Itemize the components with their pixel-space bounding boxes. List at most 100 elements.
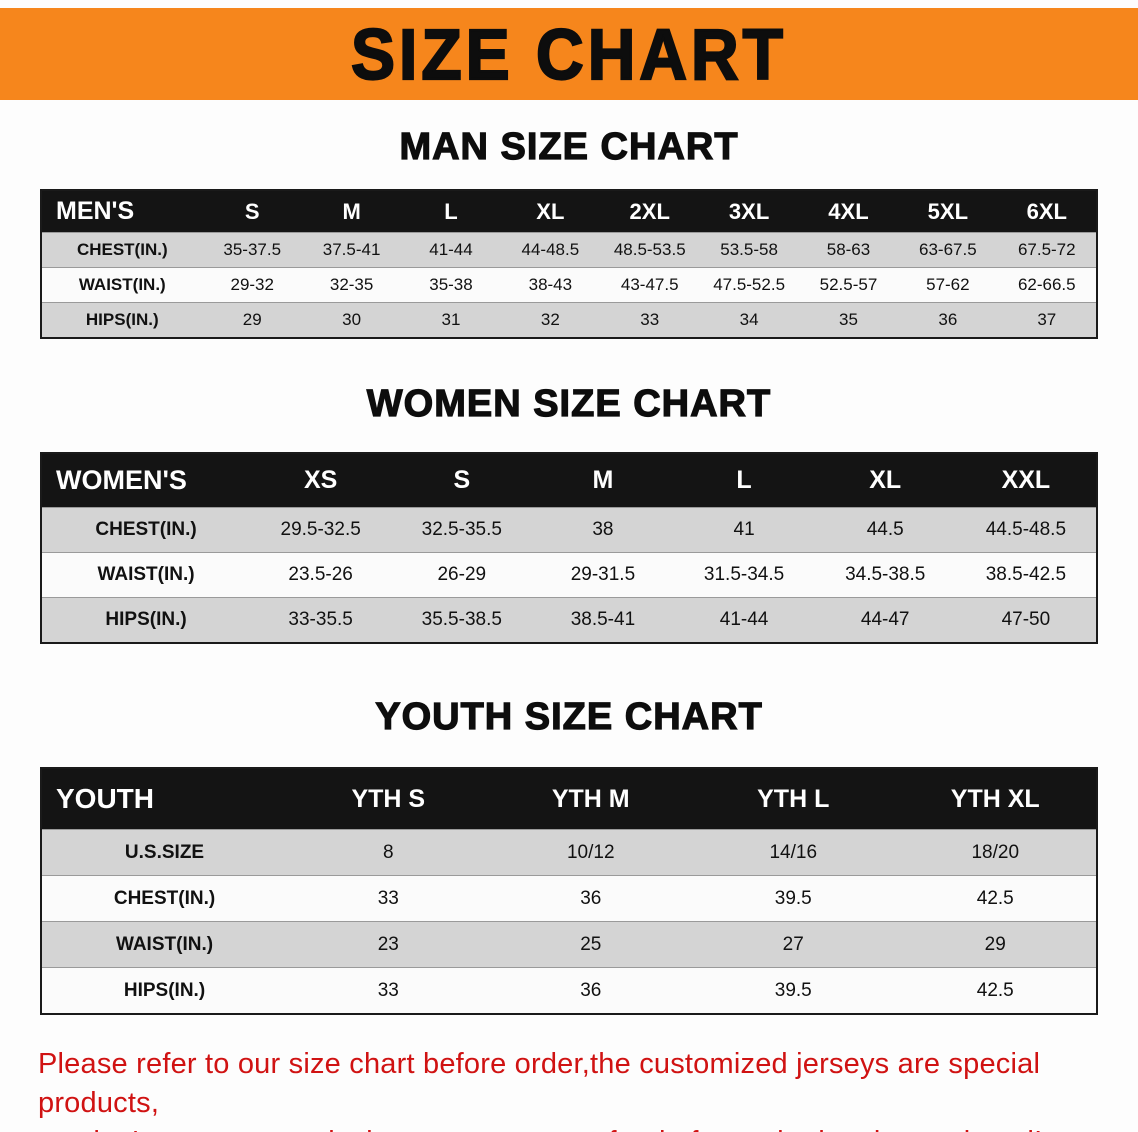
size-header-cell: S	[391, 453, 533, 508]
size-value-cell: 39.5	[692, 967, 895, 1015]
size-value-cell: 34	[699, 302, 799, 339]
size-value-cell: 48.5-53.5	[600, 232, 700, 268]
row-label: HIPS(IN.)	[41, 302, 203, 339]
size-value-cell: 53.5-58	[699, 232, 799, 268]
size-value-cell: 29	[202, 302, 302, 339]
size-value-cell: 35.5-38.5	[391, 597, 533, 644]
size-value-cell: 41	[673, 507, 815, 553]
table-row: WAIST(IN.) 23 25 27 29	[41, 921, 1097, 968]
row-label: HIPS(IN.)	[41, 597, 251, 644]
table-row: CHEST(IN.) 33 36 39.5 42.5	[41, 875, 1097, 922]
footer-disclaimer-line2: we don't accept cancel, change, teturn o…	[38, 1123, 1110, 1132]
size-value-cell: 35-37.5	[202, 232, 302, 268]
size-value-cell: 34.5-38.5	[814, 552, 956, 598]
size-value-cell: 29	[894, 921, 1097, 968]
size-header-cell: YTH L	[692, 768, 895, 830]
row-label: WAIST(IN.)	[41, 921, 288, 968]
banner-title: SIZE CHART	[350, 13, 787, 95]
size-value-cell: 32.5-35.5	[391, 507, 533, 553]
size-header-cell: L	[673, 453, 815, 508]
youth-size-table: YOUTH YTH S YTH M YTH L YTH XL U.S.SIZE 8 10/12…	[40, 767, 1098, 1015]
table-row: HIPS(IN.) 29 30 31 32 33 34 35 36 37	[41, 302, 1097, 339]
men-size-table: MEN'S S M L XL 2XL 3XL 4XL 5XL 6XL CHEST(IN.) 35-37…	[40, 189, 1098, 339]
size-value-cell: 57-62	[898, 267, 998, 303]
row-label: HIPS(IN.)	[41, 967, 288, 1015]
size-header-cell: XL	[814, 453, 956, 508]
size-value-cell: 35-38	[401, 267, 501, 303]
table-title-cell: MEN'S	[41, 190, 203, 233]
size-value-cell: 44.5-48.5	[955, 507, 1097, 553]
size-value-cell: 39.5	[692, 875, 895, 922]
size-value-cell: 35	[798, 302, 899, 339]
size-value-cell: 41-44	[401, 232, 501, 268]
size-header-cell: YTH S	[287, 768, 490, 830]
size-value-cell: 36	[489, 967, 692, 1015]
size-value-cell: 43-47.5	[600, 267, 700, 303]
size-header-cell: 5XL	[898, 190, 998, 233]
table-row: WAIST(IN.) 23.5-26 26-29 29-31.5 31.5-34.5 34…	[41, 552, 1097, 598]
men-section-heading: MAN SIZE CHART	[399, 125, 739, 168]
size-value-cell: 33-35.5	[250, 597, 392, 644]
row-label: CHEST(IN.)	[41, 875, 288, 922]
table-title-cell: YOUTH	[41, 768, 288, 830]
size-value-cell: 33	[287, 967, 490, 1015]
size-value-cell: 25	[489, 921, 692, 968]
size-value-cell: 44-48.5	[500, 232, 601, 268]
size-value-cell: 36	[898, 302, 998, 339]
size-value-cell: 29.5-32.5	[250, 507, 392, 553]
size-value-cell: 29-31.5	[532, 552, 674, 598]
size-value-cell: 63-67.5	[898, 232, 998, 268]
size-value-cell: 42.5	[894, 967, 1097, 1015]
size-header-cell: 3XL	[699, 190, 799, 233]
size-value-cell: 41-44	[673, 597, 815, 644]
size-header-cell: 6XL	[997, 190, 1097, 233]
size-header-cell: XXL	[955, 453, 1097, 508]
size-header-cell: S	[202, 190, 302, 233]
size-value-cell: 47-50	[955, 597, 1097, 644]
table-row: CHEST(IN.) 35-37.5 37.5-41 41-44 44-48.5 48.5…	[41, 232, 1097, 268]
size-value-cell: 32	[500, 302, 601, 339]
size-value-cell: 47.5-52.5	[699, 267, 799, 303]
size-value-cell: 37.5-41	[301, 232, 402, 268]
size-value-cell: 38.5-41	[532, 597, 674, 644]
size-header-cell: 2XL	[600, 190, 700, 233]
women-size-table: WOMEN'S XS S M L XL XXL CHEST(IN.) 29.5-32.5 32.5…	[40, 452, 1098, 644]
table-header-row: MEN'S S M L XL 2XL 3XL 4XL 5XL 6XL	[41, 190, 1097, 233]
size-value-cell: 44-47	[814, 597, 956, 644]
size-value-cell: 29-32	[202, 267, 302, 303]
row-label: WAIST(IN.)	[41, 552, 251, 598]
size-value-cell: 10/12	[489, 829, 692, 876]
size-header-cell: M	[532, 453, 674, 508]
table-header-row: WOMEN'S XS S M L XL XXL	[41, 453, 1097, 508]
table-row: HIPS(IN.) 33-35.5 35.5-38.5 38.5-41 41-44 44-…	[41, 597, 1097, 644]
size-value-cell: 33	[287, 875, 490, 922]
size-value-cell: 38	[532, 507, 674, 553]
size-value-cell: 32-35	[301, 267, 402, 303]
table-row: U.S.SIZE 8 10/12 14/16 18/20	[41, 829, 1097, 876]
size-header-cell: YTH M	[489, 768, 692, 830]
size-value-cell: 62-66.5	[997, 267, 1097, 303]
footer-disclaimer-line1: Please refer to our size chart before or…	[38, 1048, 1041, 1120]
table-header-row: YOUTH YTH S YTH M YTH L YTH XL	[41, 768, 1097, 830]
youth-section-heading: YOUTH SIZE CHART	[375, 695, 763, 738]
footer-disclaimer: Please refer to our size chart before or…	[38, 1045, 1110, 1132]
row-label: U.S.SIZE	[41, 829, 288, 876]
size-value-cell: 38-43	[500, 267, 601, 303]
women-section-heading: WOMEN SIZE CHART	[366, 382, 772, 425]
size-value-cell: 31	[401, 302, 501, 339]
size-header-cell: 4XL	[798, 190, 899, 233]
size-value-cell: 58-63	[798, 232, 899, 268]
table-row: CHEST(IN.) 29.5-32.5 32.5-35.5 38 41 44.5 44.5…	[41, 507, 1097, 553]
size-value-cell: 14/16	[692, 829, 895, 876]
banner: SIZE CHART	[0, 8, 1138, 100]
size-value-cell: 8	[287, 829, 490, 876]
table-row: HIPS(IN.) 33 36 39.5 42.5	[41, 967, 1097, 1015]
size-value-cell: 67.5-72	[997, 232, 1097, 268]
size-value-cell: 44.5	[814, 507, 956, 553]
size-header-cell: XS	[250, 453, 392, 508]
size-header-cell: L	[401, 190, 501, 233]
size-value-cell: 42.5	[894, 875, 1097, 922]
size-value-cell: 31.5-34.5	[673, 552, 815, 598]
size-header-cell: YTH XL	[894, 768, 1097, 830]
